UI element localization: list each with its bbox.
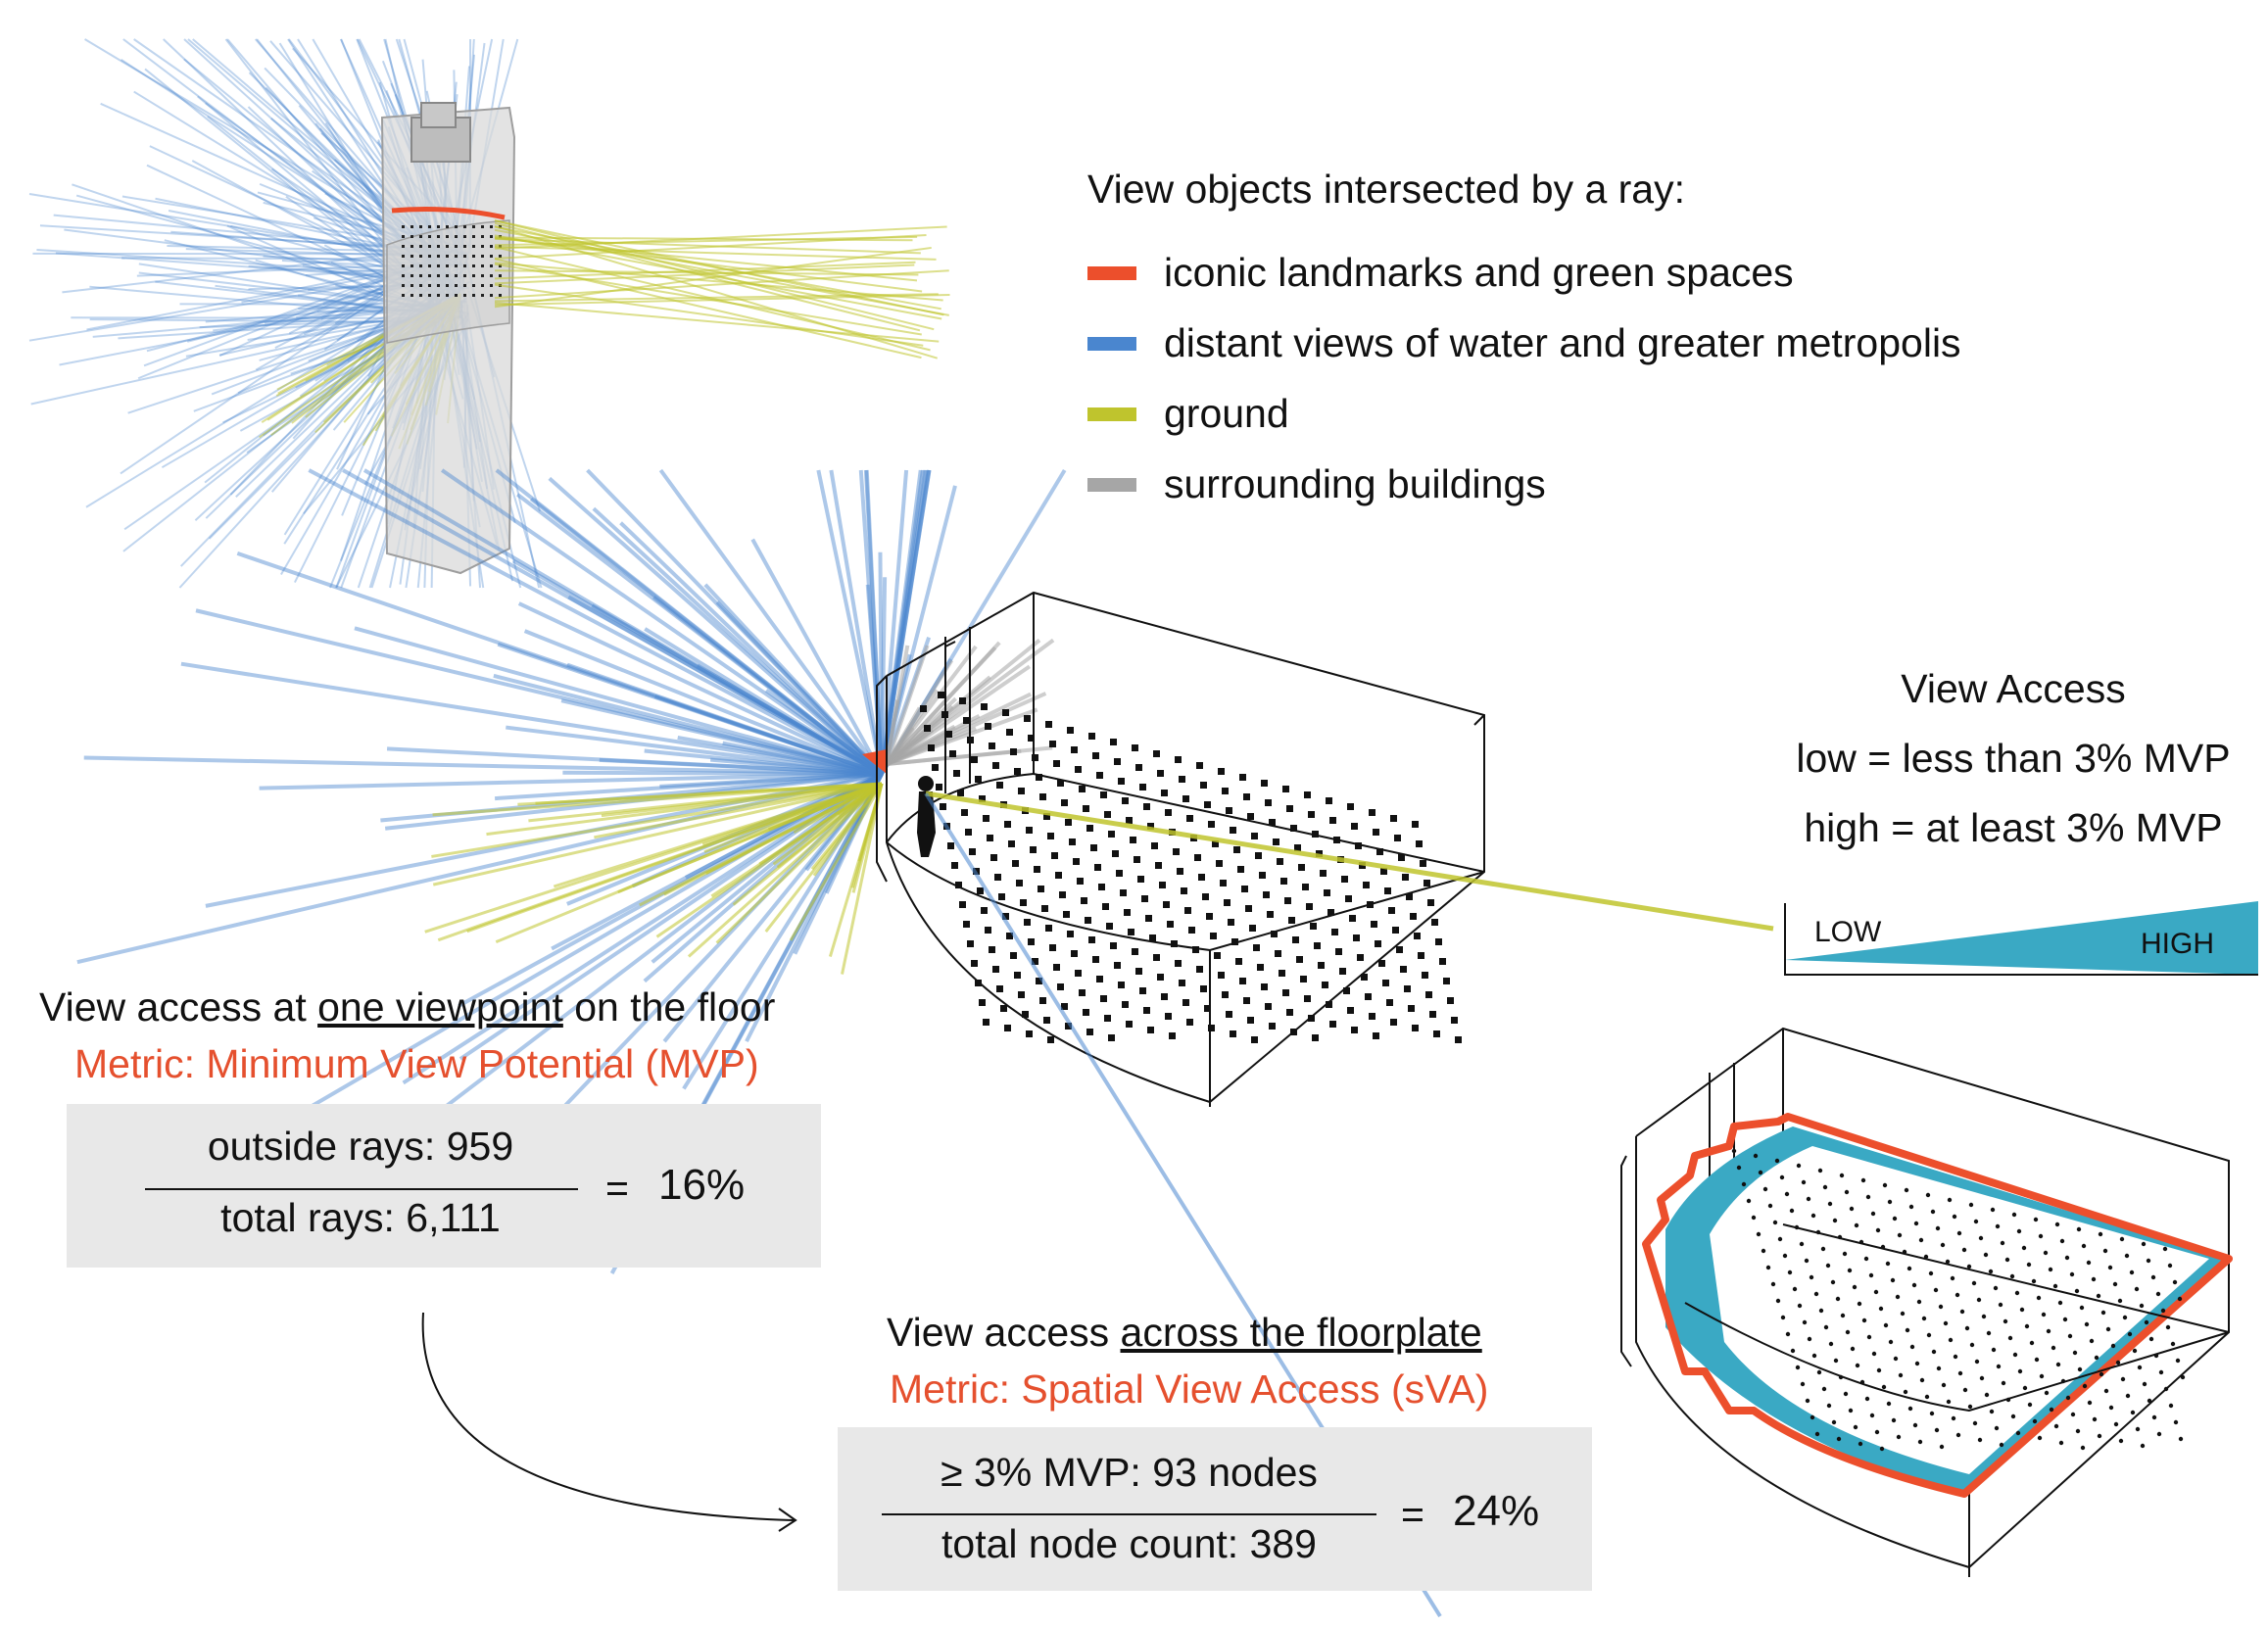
legend-label: surrounding buildings xyxy=(1164,461,1546,506)
sva-equals: = xyxy=(1401,1492,1424,1537)
floor-box-nodes xyxy=(920,692,1462,1043)
legend-item-buildings: surrounding buildings xyxy=(1087,461,1546,507)
floorplate-heading-pre: View access xyxy=(887,1310,1121,1355)
tower-floor-grid xyxy=(402,225,502,297)
mvp-result: 16% xyxy=(658,1161,746,1209)
sva-denominator: total node count: 389 xyxy=(941,1521,1317,1566)
view-access-title: View Access xyxy=(1901,666,2126,711)
legend-swatch-gray xyxy=(1087,477,1136,492)
mvp-equals: = xyxy=(605,1166,629,1211)
mvp-denominator: total rays: 6,111 xyxy=(220,1195,501,1240)
sva-result: 24% xyxy=(1453,1487,1540,1535)
legend-label: ground xyxy=(1164,391,1289,436)
floorplate-heading: View access across the floorplate xyxy=(887,1310,1482,1356)
legend-item-landmarks: iconic landmarks and green spaces xyxy=(1087,250,1794,296)
legend-swatch-yellow xyxy=(1087,407,1136,421)
sva-floor-nodes xyxy=(1731,1148,2186,1452)
legend-title: View objects intersected by a ray: xyxy=(1087,167,1685,212)
view-access-gradient xyxy=(1784,901,2258,976)
ground-ray-long xyxy=(925,791,1774,932)
mvp-formula-box xyxy=(67,1104,821,1268)
legend-item-distant-views: distant views of water and greater metro… xyxy=(1087,320,1961,366)
sva-fraction-line xyxy=(882,1513,1376,1515)
legend-swatch-red xyxy=(1087,265,1136,280)
view-access-high-def: high = at least 3% MVP xyxy=(1804,805,2223,850)
legend-label: iconic landmarks and green spaces xyxy=(1164,250,1794,295)
legend-label: distant views of water and greater metro… xyxy=(1164,320,1961,365)
sva-formula-box xyxy=(838,1427,1592,1591)
tower-model xyxy=(380,102,516,575)
floor-box-model xyxy=(876,591,1485,1107)
tower-ground-rays xyxy=(494,219,950,359)
viewpoint-heading: View access at one viewpoint on the floo… xyxy=(39,984,775,1030)
view-access-definition: View Access low = less than 3% MVP high … xyxy=(1763,666,2263,875)
legend-swatch-blue xyxy=(1087,336,1136,351)
viewpoint-heading-post: on the floor xyxy=(562,984,776,1030)
view-access-low-def: low = less than 3% MVP xyxy=(1796,736,2231,781)
mvp-fraction-line xyxy=(145,1188,578,1190)
gradient-high-label: HIGH xyxy=(2141,928,2214,960)
floorplate-heading-underlined: across the floorplate xyxy=(1120,1310,1482,1355)
viewpoint-person xyxy=(917,776,936,857)
gradient-low-label: LOW xyxy=(1814,916,1882,948)
viewpoint-ray-burst xyxy=(76,468,1067,1274)
sva-numerator: ≥ 3% MVP: 93 nodes xyxy=(941,1450,1318,1495)
mvp-metric-label: Metric: Minimum View Potential (MVP) xyxy=(74,1041,759,1086)
mvp-numerator: outside rays: 959 xyxy=(207,1124,514,1169)
sva-floor-box xyxy=(1620,1027,2233,1577)
legend-item-ground: ground xyxy=(1087,391,1289,437)
flow-arrow xyxy=(421,1312,797,1532)
sva-metric-label: Metric: Spatial View Access (sVA) xyxy=(890,1366,1489,1412)
viewpoint-heading-underlined: one viewpoint xyxy=(317,984,563,1030)
viewpoint-heading-pre: View access at xyxy=(39,984,318,1030)
